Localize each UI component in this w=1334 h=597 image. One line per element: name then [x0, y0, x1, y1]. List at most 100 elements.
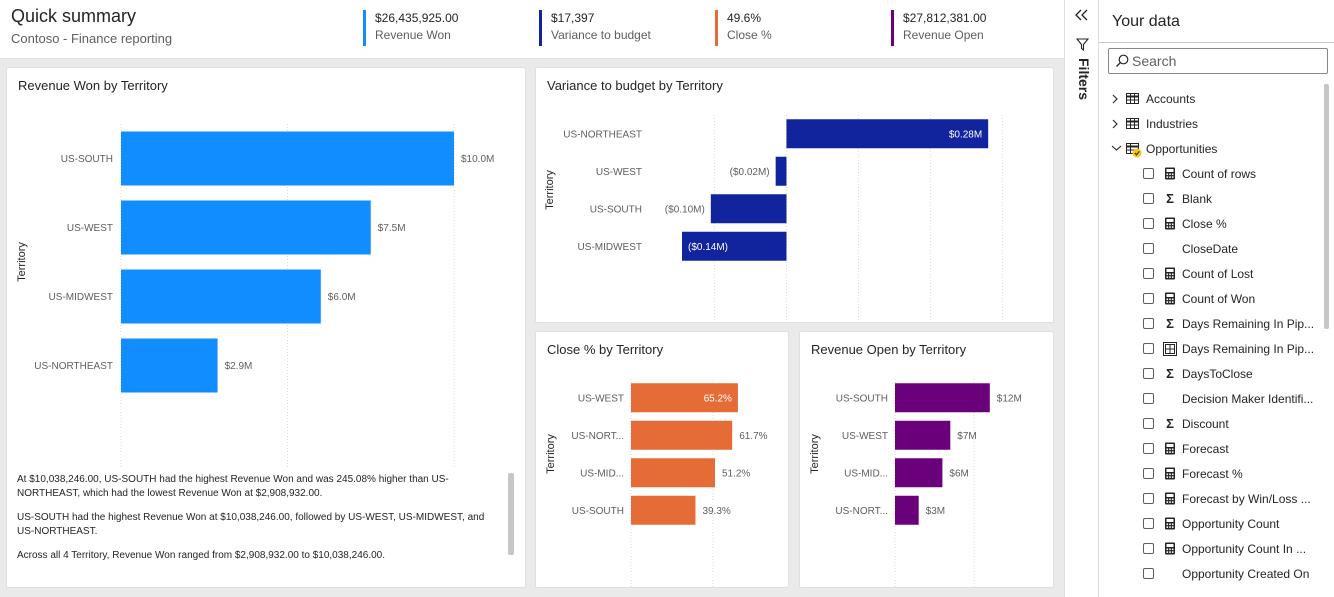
field-checkbox[interactable] [1143, 218, 1154, 229]
field-name: Opportunity Count In ... [1182, 542, 1307, 556]
bar[interactable] [895, 420, 951, 450]
bar[interactable] [631, 420, 733, 450]
bar[interactable] [121, 269, 321, 324]
field-checkbox[interactable] [1143, 468, 1154, 479]
field-name: Close % [1182, 217, 1227, 231]
search-placeholder: Search [1132, 53, 1177, 69]
filters-label[interactable]: Filters [1076, 58, 1092, 101]
field-checkbox[interactable] [1143, 243, 1154, 254]
data-label: $6.0M [328, 292, 356, 303]
kpi-close-pct[interactable]: 49.6% Close % [715, 10, 772, 46]
category-label: US-MID... [844, 468, 888, 479]
kpi-label: Revenue Open [903, 28, 984, 42]
bar[interactable] [895, 495, 919, 525]
field-checkbox[interactable] [1143, 543, 1154, 554]
chevron-right-icon[interactable] [1111, 119, 1119, 129]
sigma-icon: Σ [1166, 316, 1174, 331]
kpi-label: Variance to budget [551, 28, 651, 42]
field-checkbox[interactable] [1143, 318, 1154, 329]
field-name: Opportunity Created On [1182, 567, 1310, 581]
table-checked-icon [1126, 143, 1142, 158]
chevron-right-icon[interactable] [1111, 94, 1119, 104]
data-label: $2.9M [225, 361, 253, 372]
category-label: US-NORTHEAST [34, 361, 113, 372]
field-checkbox[interactable] [1143, 268, 1154, 279]
chevron-down-icon[interactable] [1111, 144, 1122, 152]
y-axis-title: Territory [544, 170, 556, 210]
field-checkbox[interactable] [1143, 493, 1154, 504]
field-name: Blank [1182, 192, 1213, 206]
table-name: Opportunities [1146, 142, 1218, 156]
revenue-open-chart[interactable]: $0M$10MRevenue OpenTerritoryUS-SOUTH$12M… [800, 332, 1053, 587]
calculator-icon [1163, 517, 1177, 531]
field-checkbox[interactable] [1143, 343, 1154, 354]
field-checkbox[interactable] [1143, 568, 1154, 579]
report-header: Quick summary Contoso - Finance reportin… [0, 0, 1064, 59]
data-label: ($0.10M) [665, 204, 705, 215]
revenue-open-card[interactable]: Revenue Open by Territory $0M$10MRevenue… [799, 331, 1054, 588]
bar[interactable] [786, 119, 989, 149]
field-checkbox[interactable] [1143, 418, 1154, 429]
bar[interactable] [631, 383, 738, 413]
category-label: US-SOUTH [61, 154, 113, 165]
revenue-won-chart[interactable]: $0M$5M$10MRevenue WonTerritoryUS-SOUTH$1… [7, 68, 525, 468]
field-name: Opportunity Count [1182, 517, 1280, 531]
close-pct-card[interactable]: Close % by Territory 0%50%Close %Territo… [535, 331, 789, 588]
close-pct-chart[interactable]: 0%50%Close %TerritoryUS-WEST65.2%US-NORT… [536, 332, 788, 587]
field-checkbox[interactable] [1143, 168, 1154, 179]
category-label: US-NORT... [571, 431, 624, 442]
category-label: US-MIDWEST [578, 242, 642, 253]
variance-chart[interactable]: ($0.1M)$0.0M$0.1M$0.2M$0.3MVariance to b… [536, 68, 1053, 322]
chart-title: Close % by Territory [547, 342, 664, 357]
field-name: Decision Maker Identifi... [1182, 392, 1314, 406]
bar[interactable] [631, 458, 715, 488]
field-checkbox[interactable] [1143, 443, 1154, 454]
narrative-paragraph: US-SOUTH had the highest Revenue Won at … [17, 512, 485, 537]
kpi-variance-to-budget[interactable]: $17,397 Variance to budget [539, 10, 651, 46]
variance-card[interactable]: Variance to budget by Territory ($0.1M)$… [535, 67, 1054, 323]
filter-icon [1076, 38, 1089, 51]
category-label: US-SOUTH [572, 506, 624, 517]
bar[interactable] [775, 156, 787, 186]
category-label: US-NORT... [835, 506, 888, 517]
kpi-revenue-won[interactable]: $26,435,925.00 Revenue Won [363, 10, 458, 46]
narrative-paragraph: At $10,038,246.00, US-SOUTH had the high… [17, 474, 449, 499]
table-name: Accounts [1146, 92, 1196, 106]
bar[interactable] [895, 383, 990, 413]
field-checkbox[interactable] [1143, 193, 1154, 204]
revenue-won-card[interactable]: Revenue Won by Territory $0M$5M$10MReven… [6, 67, 526, 588]
sigma-icon: Σ [1166, 191, 1174, 206]
bar[interactable] [121, 338, 218, 393]
bar[interactable] [895, 458, 943, 488]
bar[interactable] [682, 231, 787, 261]
data-label: ($0.02M) [730, 167, 770, 178]
filters-pane[interactable]: Filters [1064, 0, 1099, 597]
narrative-scrollbar[interactable] [508, 473, 514, 555]
bar[interactable] [710, 194, 787, 224]
search-input[interactable]: Search [1108, 48, 1328, 74]
data-label: $7M [957, 431, 976, 442]
kpi-label: Close % [727, 28, 772, 42]
field-checkbox[interactable] [1143, 393, 1154, 404]
divider [1099, 42, 1334, 43]
bar[interactable] [121, 131, 454, 186]
data-label: $0.28M [949, 129, 982, 140]
collapse-chevrons-icon[interactable] [1074, 8, 1090, 22]
calculator-icon [1163, 542, 1177, 556]
field-name: Forecast by Win/Loss ... [1182, 492, 1311, 506]
data-pane-scrollbar[interactable] [1324, 84, 1329, 329]
bar[interactable] [121, 200, 371, 255]
field-checkbox[interactable] [1143, 293, 1154, 304]
category-label: US-WEST [578, 393, 624, 404]
kpi-value: 49.6% [727, 11, 762, 25]
data-label: $6M [949, 468, 968, 479]
kpi-revenue-open[interactable]: $27,812,381.00 Revenue Open [891, 10, 986, 46]
calculator-icon [1163, 217, 1177, 231]
data-label: ($0.14M) [688, 242, 728, 253]
kpi-label: Revenue Won [375, 28, 451, 42]
chart-title: Revenue Won by Territory [18, 78, 168, 93]
field-checkbox[interactable] [1143, 368, 1154, 379]
bar[interactable] [631, 495, 696, 525]
category-label: US-WEST [596, 167, 642, 178]
field-checkbox[interactable] [1143, 518, 1154, 529]
